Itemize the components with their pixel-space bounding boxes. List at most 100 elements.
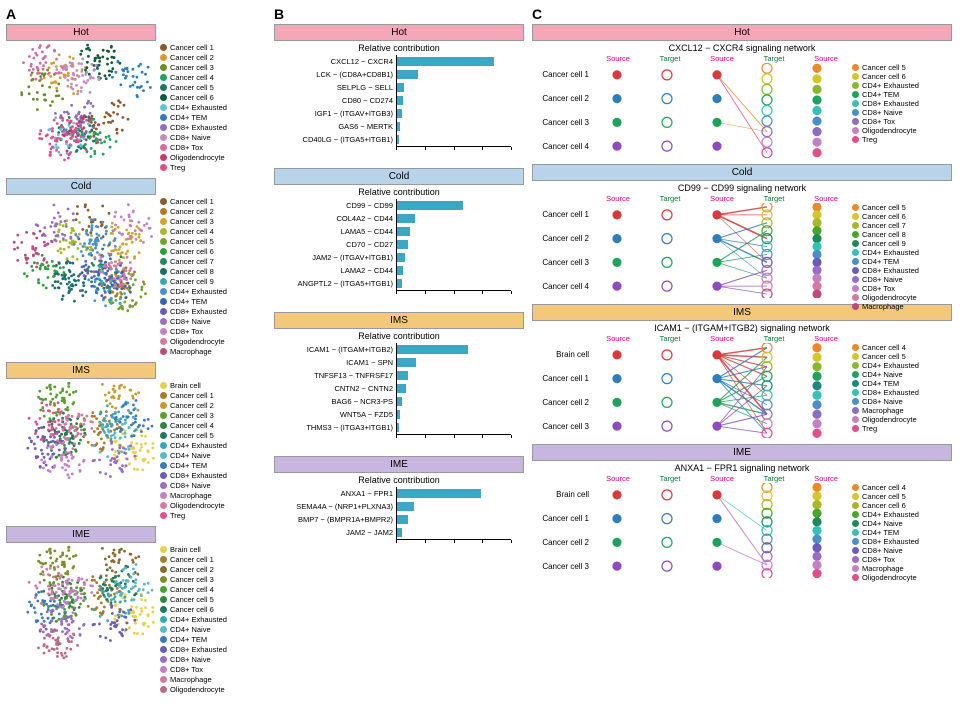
legend-label: Macrophage (862, 406, 904, 415)
source-label: Cancer cell 3 (532, 258, 592, 267)
legend-label: Cancer cell 5 (862, 352, 906, 361)
bar-row: CD99 − CD99 (274, 199, 524, 212)
legend-item: Macrophage (160, 491, 227, 500)
swatch-icon (852, 100, 859, 107)
network-title: ANXA1 − FPR1 signaling network (532, 463, 952, 473)
legend-label: Cancer cell 5 (862, 492, 906, 501)
network-svg (592, 63, 852, 158)
bar (397, 371, 408, 380)
swatch-icon (160, 54, 167, 61)
legend-label: CD4+ TEM (170, 297, 207, 306)
legend-label: Oligodendrocyte (170, 153, 225, 162)
network-title: CXCL12 − CXCR4 signaling network (532, 43, 952, 53)
swatch-icon (852, 118, 859, 125)
legend-item: CD4+ Naive (852, 519, 919, 528)
legend-label: CD4+ TEM (170, 635, 207, 644)
panel-b-ime: IMERelative contributionANXA1 − FPR1SEMA… (274, 456, 524, 543)
bar-track (396, 487, 511, 500)
bar-chart: CD99 − CD99COL4A2 − CD44LAMA5 − CD44CD70… (274, 199, 524, 294)
group-header: Hot (274, 24, 524, 41)
chart-title: Relative contribution (274, 43, 524, 53)
legend-label: CD8+ Exhausted (862, 537, 919, 546)
network-title: ICAM1 − (ITGAM+ITGB2) signaling network (532, 323, 952, 333)
legend-label: CD8+ Naive (862, 275, 903, 284)
legend-label: Cancer cell 6 (862, 501, 906, 510)
bar-label: ICAM1 − SPN (274, 358, 396, 367)
legend-label: CD4+ TEM (862, 379, 899, 388)
legend-item: Brain cell (160, 381, 227, 390)
bar (397, 397, 402, 406)
swatch-icon (160, 392, 167, 399)
legend-item: CD4+ Exhausted (852, 81, 919, 90)
legend-label: Cancer cell 3 (170, 217, 214, 226)
legend-item: Cancer cell 4 (160, 227, 227, 236)
bar-label: CD70 − CD27 (274, 240, 396, 249)
legend: Brain cellCancer cell 1Cancer cell 2Canc… (160, 545, 227, 694)
bar-track (396, 264, 511, 277)
legend-item: CD8+ Naive (852, 108, 919, 117)
bar-track (396, 343, 511, 356)
legend-item: Cancer cell 9 (160, 277, 227, 286)
swatch-icon (852, 222, 859, 229)
legend-label: CD4+ TEM (170, 461, 207, 470)
panel-c-label: C (532, 6, 952, 22)
swatch-icon (852, 213, 859, 220)
legend-item: Brain cell (160, 545, 227, 554)
swatch-icon (160, 44, 167, 51)
bar-row: CD80 − CD274 (274, 94, 524, 107)
legend-label: CD4+ Exhausted (862, 81, 919, 90)
swatch-icon (160, 154, 167, 161)
legend-item: CD4+ TEM (160, 297, 227, 306)
legend-item: CD8+ Naive (160, 655, 227, 664)
panel-c-ime: IMEANXA1 − FPR1 signaling networkSourceT… (532, 444, 952, 578)
swatch-icon (852, 371, 859, 378)
chart-title: Relative contribution (274, 187, 524, 197)
bar (397, 358, 416, 367)
column-headers: SourceTargetSourceTargetSource (592, 334, 852, 343)
legend-label: Cancer cell 1 (170, 391, 214, 400)
bar-label: ANGPTL2 − (ITGA5+ITGB1) (274, 279, 396, 288)
panel-a-ime: IMEBrain cellCancer cell 1Cancer cell 2C… (6, 526, 266, 694)
legend-label: CD8+ Tox (170, 665, 203, 674)
panel-a: A HotCancer cell 1Cancer cell 2Cancer ce… (6, 6, 266, 700)
group-header: IMS (274, 312, 524, 329)
bar-row: TNFSF13 − TNFRSF17 (274, 369, 524, 382)
legend-label: Oligodendrocyte (862, 293, 917, 302)
legend-label: Cancer cell 7 (170, 257, 214, 266)
swatch-icon (160, 402, 167, 409)
source-label: Cancer cell 1 (532, 514, 592, 523)
bar-label: COL4A2 − CD44 (274, 214, 396, 223)
panel-a-hot: HotCancer cell 1Cancer cell 2Cancer cell… (6, 24, 266, 172)
legend-item: Cancer cell 6 (852, 72, 919, 81)
swatch-icon (160, 348, 167, 355)
bar (397, 266, 403, 275)
swatch-icon (160, 432, 167, 439)
swatch-icon (160, 124, 167, 131)
legend-label: Cancer cell 4 (170, 73, 214, 82)
legend-label: CD8+ Naive (170, 655, 211, 664)
chart-title: Relative contribution (274, 331, 524, 341)
swatch-icon (852, 294, 859, 301)
bar-track (396, 199, 511, 212)
bar-track (396, 225, 511, 238)
swatch-icon (160, 462, 167, 469)
legend-label: CD8+ Naive (862, 546, 903, 555)
legend-item: Cancer cell 5 (160, 83, 227, 92)
legend-item: CD8+ Exhausted (852, 266, 919, 275)
legend-item: CD8+ Tox (160, 665, 227, 674)
swatch-icon (160, 238, 167, 245)
legend-item: Cancer cell 5 (852, 352, 919, 361)
legend-label: CD8+ Exhausted (170, 645, 227, 654)
bar-row: JAM2 − (ITGAV+ITGB1) (274, 251, 524, 264)
legend-label: CD4+ Exhausted (170, 287, 227, 296)
legend-item: CD8+ Exhausted (160, 307, 227, 316)
legend-label: CD4+ Naive (170, 451, 211, 460)
right-legend: Cancer cell 5Cancer cell 6CD4+ Exhausted… (852, 63, 919, 158)
col-header: Target (748, 474, 800, 483)
bar-label: CD99 − CD99 (274, 201, 396, 210)
swatch-icon (852, 64, 859, 71)
swatch-icon (852, 82, 859, 89)
col-header: Target (644, 54, 696, 63)
bar (397, 96, 403, 105)
panel-b-label: B (274, 6, 524, 22)
